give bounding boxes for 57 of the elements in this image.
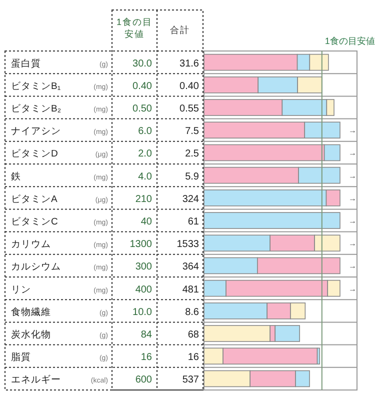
text: 合計 (169, 24, 191, 36)
text: 537 (182, 374, 200, 386)
text: 600 (135, 374, 152, 386)
text: 6.0 (138, 126, 152, 138)
text: → (348, 194, 356, 203)
text: 0.55 (180, 104, 200, 114)
text: 16 (140, 352, 152, 364)
text: 30.0 (132, 58, 152, 70)
y-tick-label: ビタミンA (11, 194, 58, 205)
text: 0.40 (132, 80, 152, 92)
text: 0.40 (180, 80, 200, 92)
y-tick-label: ナイアシン (11, 126, 61, 138)
text: 1300 (130, 239, 152, 250)
text: 84 (140, 330, 152, 340)
y-tick-label: 脂質 (11, 351, 31, 364)
y-tick-label: 食物繊維 (11, 306, 51, 318)
y-tick-label: 炭水化物 (11, 328, 51, 340)
y-tick-label: ビタミンB₂ (11, 104, 62, 114)
text: 481 (182, 284, 200, 296)
text: → (348, 171, 356, 180)
y-tick-label: カルシウム (11, 262, 61, 273)
ref-line-label: 1食の目安値 (324, 36, 375, 46)
y-tick-label: ビタミンB₁ (11, 80, 61, 92)
text: 7.5 (185, 126, 200, 138)
y-tick-label: ビタミンD (11, 148, 58, 160)
text: 1533 (176, 239, 200, 250)
y-tick-label: カリウム (11, 239, 51, 250)
text: 5.9 (185, 171, 200, 182)
y-tick-label: リン (11, 284, 31, 296)
y-tick-label: エネルギー (11, 374, 61, 386)
text: 324 (182, 194, 200, 205)
text: 61 (188, 216, 200, 228)
text: 210 (135, 194, 152, 205)
text: 0.50 (132, 104, 152, 114)
text: → (348, 284, 356, 294)
text: 68 (188, 330, 200, 340)
bar (204, 212, 340, 229)
text: 16 (188, 352, 200, 364)
text: → (348, 148, 356, 158)
y-tick-label: ビタミンC (11, 216, 58, 228)
text: 4.0 (138, 171, 152, 182)
text: 8.6 (185, 306, 200, 318)
text: 2.5 (185, 148, 200, 160)
text: 300 (135, 262, 152, 273)
text: 40 (140, 216, 152, 228)
text: 1食の目安値 (116, 16, 153, 40)
text: → (348, 216, 356, 226)
text: 364 (182, 262, 200, 273)
text: 10.0 (132, 306, 152, 318)
text: 2.0 (138, 148, 152, 160)
text: → (348, 239, 356, 248)
text: → (348, 126, 356, 136)
y-tick-label: 鉄 (11, 170, 21, 182)
y-tick-label: 蛋白質 (11, 57, 41, 70)
text: → (348, 262, 356, 271)
text: 31.6 (180, 58, 200, 70)
text: 400 (135, 284, 152, 296)
